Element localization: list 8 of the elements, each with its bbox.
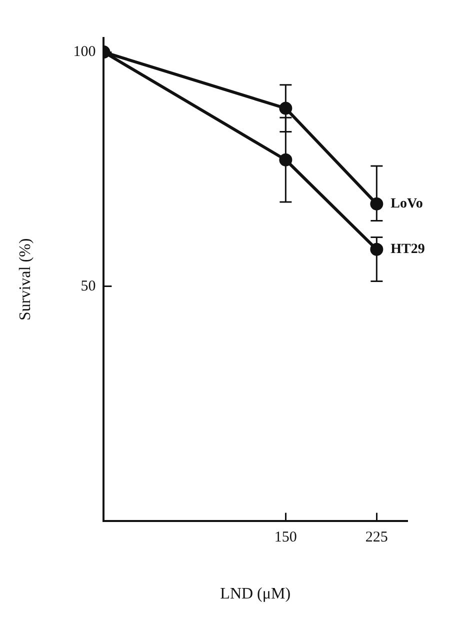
series-label: LoVo	[390, 196, 423, 212]
series-label: HT29	[390, 242, 425, 258]
y-axis-title: Survival (%)	[16, 238, 34, 320]
x-axis-title: LND (μM)	[220, 586, 291, 603]
y-tick-label: 100	[73, 44, 96, 60]
x-tick-label: 150	[274, 530, 297, 546]
x-tick-label: 225	[365, 530, 388, 546]
y-tick-label: 50	[80, 278, 96, 294]
